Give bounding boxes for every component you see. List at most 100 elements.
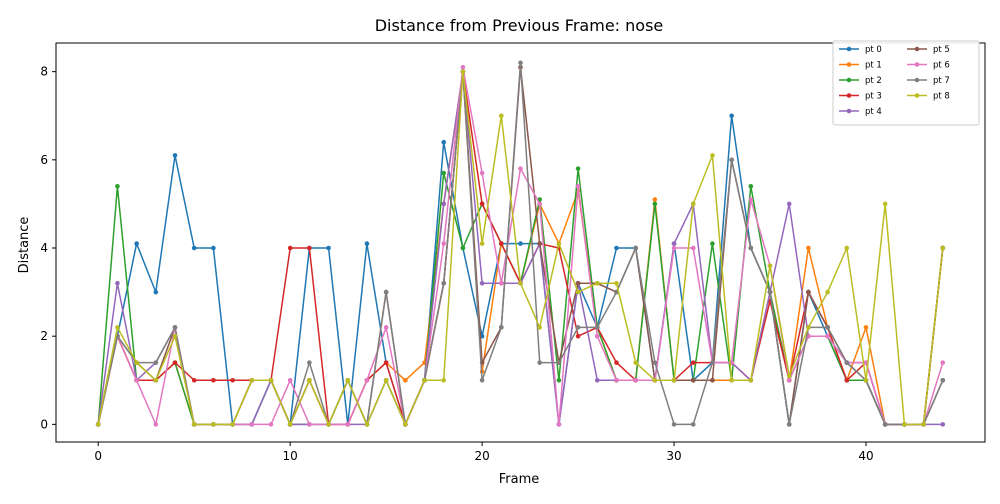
data-point [364,422,370,427]
data-point [556,422,562,427]
data-point [844,377,850,383]
data-point [594,325,600,330]
data-point [153,422,159,427]
data-point [786,377,792,383]
data-point [268,377,274,383]
axis-ticks: 0 10 20 30 40 0 2 4 6 8 [40,65,873,463]
data-point [844,245,850,251]
data-point [287,245,293,251]
legend-label: pt 3 [865,92,882,102]
legend-marker [914,93,920,98]
data-point [729,157,734,163]
data-point [499,113,504,119]
data-point [690,360,696,365]
data-point [230,422,235,427]
data-point [710,377,715,383]
data-point [671,241,677,246]
data-point [499,241,504,246]
data-point [479,170,485,176]
data-point [614,280,619,286]
data-point [652,197,658,202]
data-point [806,289,811,295]
legend-item: pt 0 [839,45,882,55]
data-point [902,422,907,427]
data-point [767,263,773,268]
data-point [307,360,312,365]
series-line [97,168,944,427]
data-point [537,241,542,246]
data-point [729,377,734,383]
data-point [383,325,389,330]
data-point [537,325,542,330]
data-point [460,69,466,74]
data-point [499,280,504,286]
data-point [211,422,216,427]
legend-marker [846,62,852,67]
data-point [307,377,312,383]
data-point [575,183,581,189]
data-point [671,245,677,251]
data-point [575,166,581,171]
data-point [921,422,926,427]
data-point [326,422,331,427]
data-point [652,201,658,207]
legend-marker [846,108,852,114]
data-point [383,360,389,365]
data-point [441,139,447,145]
legend-marker [846,46,852,52]
data-point [690,201,696,207]
data-point [614,245,619,251]
data-point [307,422,312,427]
series-3 [95,69,946,427]
y-tick-label: 8 [40,65,48,79]
data-point [806,325,811,330]
data-point [518,166,523,171]
data-point [940,360,946,365]
data-point [479,201,485,207]
data-point [748,245,754,251]
legend-item: pt 6 [907,61,950,71]
data-point [518,280,523,286]
data-point [594,377,600,383]
legend-box [832,40,980,126]
data-point [690,245,696,251]
data-point [748,183,754,189]
data-point [211,245,216,251]
x-tick-label: 20 [474,449,489,463]
series-2 [95,166,946,427]
data-point [825,325,830,330]
data-point [825,289,830,295]
data-point [710,241,715,246]
data-point [345,422,351,427]
legend-label: pt 7 [933,76,950,86]
legend-item: pt 8 [907,92,950,102]
data-point [153,289,159,295]
y-tick-label: 0 [40,417,48,431]
data-point [134,360,139,365]
data-point [479,377,485,383]
series-line [97,71,944,427]
data-point [268,422,274,427]
data-point [786,422,792,427]
series-4 [95,69,946,427]
data-point [556,241,562,246]
legend-item: pt 5 [907,45,950,55]
data-point [249,377,255,383]
data-point [518,60,523,66]
legend-label: pt 8 [933,92,950,102]
data-point [134,377,139,383]
legend: pt 0 pt 1 pt 2 pt 3 pt 4 pt 5 pt 6 pt 7 pt 8 [832,40,980,126]
data-point [863,325,869,330]
series-8 [95,69,946,427]
data-point [767,289,773,295]
chart-title: Distance from Previous Frame: nose [375,16,664,35]
data-point [191,422,197,427]
data-point [287,377,293,383]
data-point [441,241,447,246]
data-point [748,197,754,202]
data-point [633,360,638,365]
data-point [690,377,696,383]
data-point [575,280,581,286]
data-point [403,422,408,427]
